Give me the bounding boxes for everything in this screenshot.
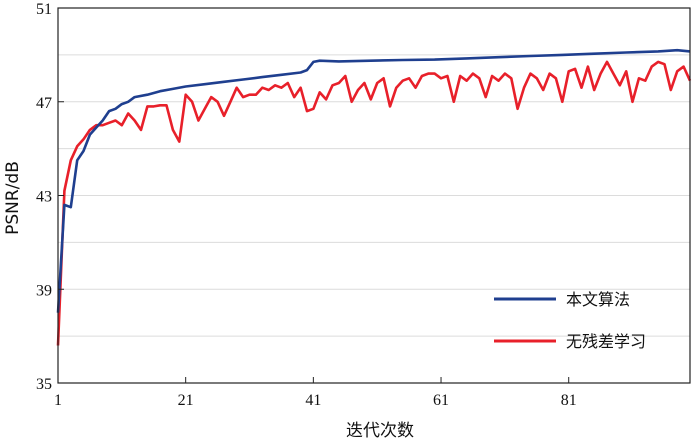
x-tick-label: 1 (54, 392, 62, 409)
x-tick-label: 41 (305, 392, 321, 409)
legend: 本文算法 无残差学习 (494, 290, 646, 351)
y-tick-label: 39 (36, 282, 52, 299)
y-tick-label: 35 (36, 376, 52, 393)
series-lines (56, 48, 692, 346)
y-tick-labels: 35 39 43 47 51 (36, 1, 64, 393)
x-tick-label: 61 (433, 392, 449, 409)
y-axis-title: PSNR/dB (3, 161, 23, 235)
x-tick-labels: 1 21 41 61 81 (54, 377, 577, 409)
gridlines (58, 54, 690, 337)
series-line-1 (56, 48, 691, 313)
x-tick-label: 81 (561, 392, 577, 409)
y-tick-label: 51 (36, 1, 52, 18)
x-axis-title: 迭代次数 (346, 421, 414, 441)
series-line-2 (56, 60, 692, 346)
legend-label-series-2: 无残差学习 (566, 332, 646, 351)
legend-label-series-1: 本文算法 (566, 290, 630, 309)
x-tick-label: 21 (178, 392, 194, 409)
y-tick-label: 47 (36, 95, 52, 112)
y-tick-label: 43 (36, 189, 52, 206)
